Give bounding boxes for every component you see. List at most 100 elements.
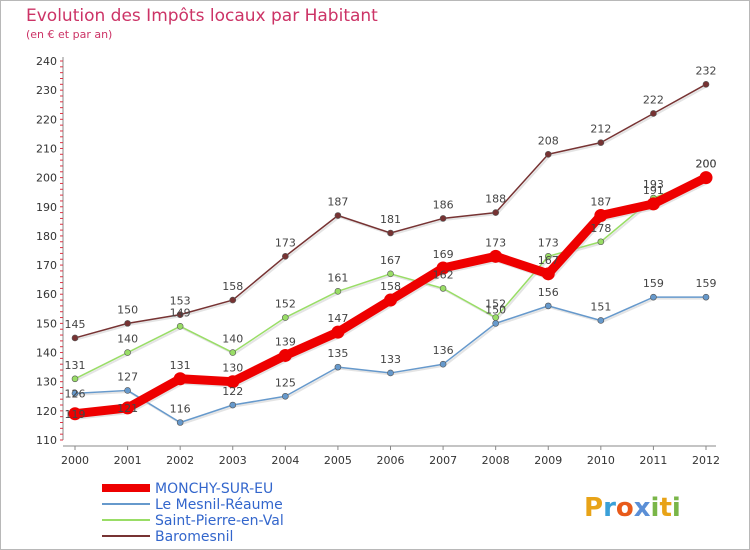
- svg-text:Proxiti: Proxiti: [584, 493, 681, 523]
- data-label: 152: [485, 298, 506, 311]
- data-label: 116: [170, 403, 191, 416]
- y-tick-label: 120: [36, 405, 57, 418]
- data-label: 122: [222, 385, 243, 398]
- x-tick-label: 2011: [639, 454, 667, 467]
- data-label: 212: [590, 123, 611, 136]
- data-point: [124, 320, 131, 327]
- data-point: [650, 293, 657, 301]
- data-point: [176, 322, 184, 330]
- data-point: [226, 375, 240, 389]
- data-point: [282, 392, 289, 400]
- data-point: [176, 311, 184, 318]
- chart-subtitle: (en € et par an): [26, 28, 112, 41]
- data-point: [436, 261, 450, 275]
- data-label: 150: [485, 303, 506, 316]
- data-label: 125: [275, 376, 296, 389]
- data-point: [71, 390, 79, 397]
- y-tick-label: 110: [36, 434, 57, 447]
- x-tick-label: 2003: [219, 454, 247, 467]
- data-point: [121, 401, 135, 415]
- data-point: [124, 387, 131, 394]
- y-tick-label: 220: [36, 113, 57, 126]
- data-point: [597, 238, 605, 246]
- data-label: 140: [117, 333, 138, 346]
- data-label: 126: [65, 387, 86, 400]
- y-tick-label: 170: [36, 259, 57, 272]
- data-point: [68, 407, 82, 421]
- data-point: [331, 325, 345, 339]
- x-tick-label: 2001: [114, 454, 142, 467]
- data-label: 181: [380, 213, 401, 226]
- data-point: [492, 209, 499, 216]
- x-tick-label: 2007: [429, 454, 457, 467]
- data-label: 127: [117, 370, 138, 383]
- data-label: 167: [538, 254, 559, 267]
- chart-title: Evolution des Impôts locaux par Habitant: [26, 6, 378, 26]
- data-point: [541, 267, 555, 281]
- data-point: [544, 302, 552, 310]
- data-label: 145: [65, 318, 86, 331]
- data-label: 147: [327, 312, 348, 325]
- data-label: 188: [485, 193, 506, 206]
- data-label: 140: [222, 333, 243, 346]
- data-label: 187: [590, 196, 611, 209]
- data-point: [173, 372, 187, 386]
- data-label: 173: [538, 236, 559, 249]
- y-tick-label: 140: [36, 347, 57, 360]
- data-point: [387, 369, 394, 377]
- y-tick-label: 200: [36, 172, 57, 185]
- legend-label: Saint-Pierre-en-Val: [155, 513, 284, 529]
- y-tick-label: 150: [36, 317, 57, 330]
- data-point: [597, 139, 605, 146]
- data-point: [439, 360, 447, 368]
- y-tick-label: 160: [36, 288, 57, 301]
- data-label: 156: [538, 286, 559, 299]
- data-label: 200: [696, 158, 717, 171]
- data-label: 130: [222, 362, 243, 375]
- x-tick-label: 2012: [692, 454, 720, 467]
- data-point: [229, 401, 237, 409]
- data-point: [176, 419, 184, 426]
- data-point: [646, 197, 660, 211]
- y-tick-label: 190: [36, 201, 57, 214]
- data-point: [544, 150, 552, 158]
- data-label: 200: [696, 158, 717, 171]
- x-tick-label: 2010: [587, 454, 615, 467]
- data-label: 208: [538, 134, 559, 147]
- data-label: 151: [590, 300, 611, 313]
- data-point: [492, 320, 499, 327]
- data-label: 131: [65, 359, 86, 372]
- data-point: [71, 334, 79, 342]
- data-point: [334, 363, 342, 371]
- y-tick-label: 180: [36, 230, 57, 243]
- data-point: [229, 349, 237, 356]
- legend-label: Le Mesnil-Réaume: [155, 497, 283, 513]
- data-label: 178: [590, 222, 611, 235]
- data-label: 153: [170, 295, 191, 308]
- data-point: [229, 296, 237, 304]
- data-point: [699, 171, 713, 185]
- data-point: [544, 253, 552, 260]
- data-label: 232: [696, 64, 717, 77]
- y-tick-label: 210: [36, 142, 57, 155]
- data-point: [594, 209, 608, 223]
- legend-label: Baromesnil: [155, 529, 233, 545]
- data-point: [282, 253, 289, 260]
- data-label: 167: [380, 254, 401, 267]
- data-labels: 119 121 131 130 139 147 158 169 173 167 187 191 200 1…: [65, 64, 717, 420]
- x-tick-label: 2006: [377, 454, 405, 467]
- y-tick-label: 240: [36, 55, 57, 68]
- x-tick-label: 2009: [534, 454, 562, 467]
- data-point: [387, 270, 394, 278]
- data-point: [702, 81, 710, 88]
- data-label: 136: [433, 344, 454, 357]
- data-label: 191: [643, 184, 664, 197]
- data-label: 135: [327, 347, 348, 360]
- data-label: 222: [643, 93, 664, 106]
- data-label: 149: [170, 306, 191, 319]
- x-tick-label: 2000: [61, 454, 89, 467]
- data-label: 159: [643, 277, 664, 290]
- data-point: [702, 293, 710, 301]
- data-point: [124, 349, 131, 356]
